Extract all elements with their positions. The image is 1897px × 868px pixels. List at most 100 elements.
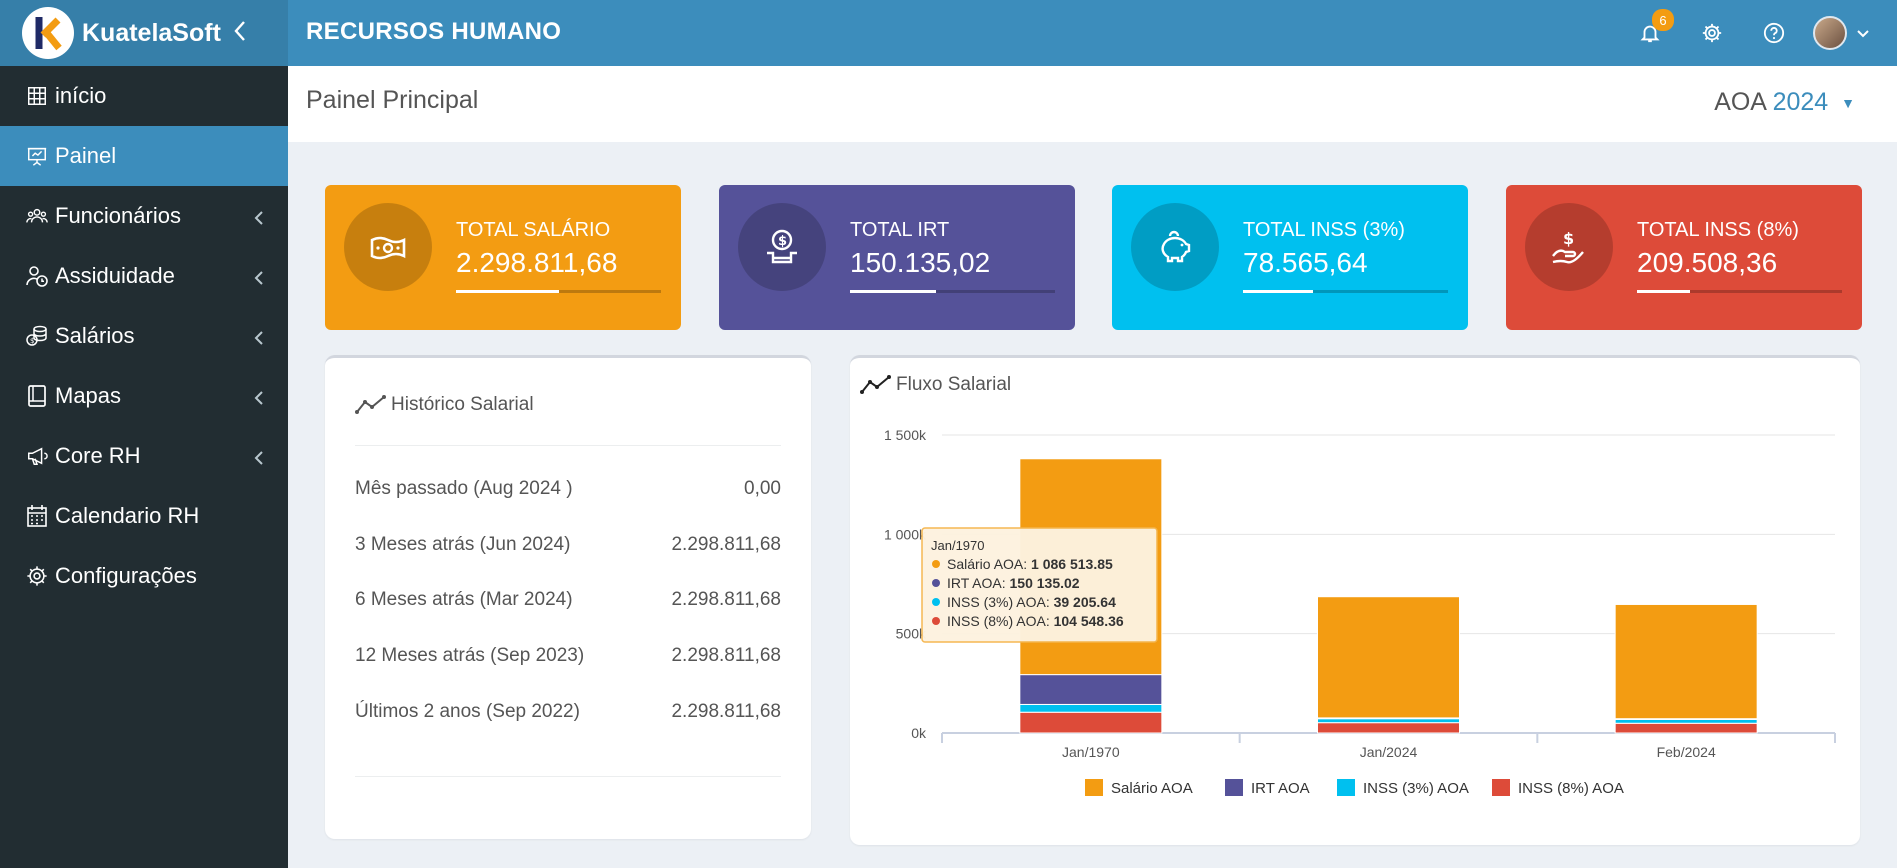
salary-flow-chart: 0k 500k 1 000k 1 500k Jan/1970 Jan/2024 Feb/20… bbox=[884, 427, 1836, 797]
sidebar-item-calendario-rh[interactable]: Calendario RH bbox=[0, 486, 288, 546]
year-value: 2024 bbox=[1772, 88, 1829, 116]
chevron-left-icon bbox=[254, 206, 264, 232]
stat-card-total-sal-rio: TOTAL SALÁRIO 2.298.811,68 bbox=[325, 185, 681, 330]
history-row-value: 0,00 bbox=[744, 478, 781, 499]
svg-text:$: $ bbox=[778, 234, 787, 249]
bar-irt-aoa-0 bbox=[1019, 674, 1163, 705]
bell-icon bbox=[1640, 25, 1660, 43]
brand[interactable]: KuatelaSoft bbox=[0, 0, 288, 66]
hand-coin-icon: $ bbox=[738, 203, 826, 291]
stat-label: TOTAL INSS (8%) bbox=[1637, 219, 1799, 241]
x-tick-label: Jan/1970 bbox=[1062, 744, 1120, 760]
history-title-text: Histórico Salarial bbox=[391, 394, 534, 415]
coins-icon: $ bbox=[24, 323, 50, 349]
svg-text:$: $ bbox=[1563, 229, 1574, 248]
history-row-value: 2.298.811,68 bbox=[671, 645, 781, 666]
navbar-right: 6 bbox=[1619, 0, 1869, 66]
bar-sal-rio-aoa-1 bbox=[1317, 596, 1460, 719]
piggy-bank-icon bbox=[1131, 203, 1219, 291]
sidebar-item-label: início bbox=[55, 83, 107, 108]
y-tick-label: 1 500k bbox=[884, 427, 927, 443]
content-header: Painel Principal AOA 2024 ▼ bbox=[288, 66, 1897, 142]
settings-button[interactable] bbox=[1681, 0, 1743, 66]
history-row: Mês passado (Aug 2024 ) 0,00 bbox=[355, 469, 781, 509]
grid-icon bbox=[24, 83, 50, 109]
avatar bbox=[1813, 16, 1847, 50]
sidebar-item-label: Painel bbox=[55, 143, 117, 168]
salary-flow-panel: Fluxo Salarial 0k 500k 1 000k 1 500k Jan/197… bbox=[850, 355, 1860, 845]
chevron-down-icon bbox=[1857, 26, 1869, 41]
legend-swatch bbox=[1337, 779, 1355, 796]
flow-title: Fluxo Salarial bbox=[860, 374, 1011, 396]
notifications-button[interactable]: 6 bbox=[1619, 0, 1681, 66]
history-row-label: Últimos 2 anos (Sep 2022) bbox=[355, 701, 580, 722]
stat-progress bbox=[456, 290, 661, 293]
y-tick-label: 0k bbox=[911, 725, 927, 741]
megaphone-icon bbox=[24, 443, 50, 469]
sidebar-item-funcion-rios[interactable]: Funcionários bbox=[0, 186, 288, 246]
stat-progress-fill bbox=[850, 290, 937, 293]
sidebar-item-label: Assiduidade bbox=[55, 263, 175, 288]
stat-value: 78.565,64 bbox=[1243, 247, 1368, 278]
stat-progress-fill bbox=[1243, 290, 1313, 293]
sidebar-item-label: Mapas bbox=[55, 383, 122, 408]
tooltip-series-name: INSS (8%) AOA bbox=[947, 613, 1046, 629]
book-icon bbox=[24, 383, 50, 409]
stat-card-total-irt: $ TOTAL IRT 150.135,02 bbox=[719, 185, 1075, 330]
sidebar-item-assiduidade[interactable]: Assiduidade bbox=[0, 246, 288, 306]
stat-progress bbox=[1637, 290, 1842, 293]
sidebar-item-core-rh[interactable]: Core RH bbox=[0, 426, 288, 486]
sidebar-item-label: Salários bbox=[55, 323, 135, 348]
brand-name: KuatelaSoft bbox=[82, 18, 221, 47]
chevron-left-icon bbox=[254, 326, 264, 352]
stat-card-total-inss-3: TOTAL INSS (3%) 78.565,64 bbox=[1112, 185, 1468, 330]
top-navbar: KuatelaSoft RECURSOS HUMANO 6 bbox=[0, 0, 1897, 66]
legend-swatch bbox=[1225, 779, 1243, 796]
user-clock-icon bbox=[24, 263, 50, 289]
stat-value: 150.135,02 bbox=[850, 247, 991, 278]
tooltip-row: INSS (3%) AOA: 39 205.64 bbox=[947, 594, 1116, 610]
tooltip-series-value: 150 135.02 bbox=[1010, 575, 1080, 591]
bar-sal-rio-aoa-2 bbox=[1614, 603, 1758, 720]
history-row-value: 2.298.811,68 bbox=[671, 701, 781, 722]
bar-inss-3-aoa-2 bbox=[1614, 718, 1758, 724]
tooltip-dot bbox=[932, 617, 940, 625]
y-tick-label: 1 000k bbox=[884, 526, 927, 542]
bar-inss-3-aoa-1 bbox=[1317, 718, 1460, 724]
sidebar-toggle-icon[interactable] bbox=[233, 18, 247, 49]
legend-label: IRT AOA bbox=[1251, 780, 1310, 797]
tooltip-dot bbox=[932, 598, 940, 606]
flow-title-text: Fluxo Salarial bbox=[896, 374, 1012, 395]
y-tick-label: 500k bbox=[896, 626, 927, 642]
user-menu[interactable] bbox=[1813, 16, 1869, 50]
tooltip-row: IRT AOA: 150 135.02 bbox=[947, 575, 1080, 591]
tooltip-series-name: INSS (3%) AOA bbox=[947, 594, 1046, 610]
help-button[interactable] bbox=[1743, 0, 1805, 66]
stat-value: 209.508,36 bbox=[1637, 247, 1778, 278]
history-row-value: 2.298.811,68 bbox=[671, 534, 781, 555]
bar-inss-8-aoa-2 bbox=[1614, 722, 1758, 734]
history-row: 6 Meses atrás (Mar 2024) 2.298.811,68 bbox=[355, 580, 781, 620]
history-row-label: 6 Meses atrás (Mar 2024) bbox=[355, 589, 573, 610]
gear-icon bbox=[24, 563, 50, 589]
chart-tooltip bbox=[921, 527, 1158, 643]
tooltip-row: INSS (8%) AOA: 104 548.36 bbox=[947, 613, 1124, 629]
sidebar-item-sal-rios[interactable]: $ Salários bbox=[0, 306, 288, 366]
sidebar-item-configura-es[interactable]: Configurações bbox=[0, 546, 288, 606]
legend-label: Salário AOA bbox=[1111, 780, 1193, 797]
sidebar-item-in-cio[interactable]: início bbox=[0, 66, 288, 126]
hand-dollar-icon: $ bbox=[1525, 203, 1613, 291]
bar-inss-8-aoa-0 bbox=[1019, 711, 1163, 734]
sidebar-item-mapas[interactable]: Mapas bbox=[0, 366, 288, 426]
stat-progress-fill bbox=[456, 290, 559, 293]
year-selector[interactable]: AOA 2024 ▼ bbox=[1714, 88, 1855, 117]
calendar-icon bbox=[24, 503, 50, 529]
sidebar-item-painel[interactable]: Painel bbox=[0, 126, 288, 186]
sidebar: início Painel Funcionários Assiduidade $ Salá… bbox=[0, 66, 288, 868]
salary-history-panel: Histórico Salarial Mês passado (Aug 2024… bbox=[325, 355, 811, 839]
history-row-label: 12 Meses atrás (Sep 2023) bbox=[355, 645, 585, 666]
stat-progress-fill bbox=[1637, 290, 1691, 293]
stat-card-total-inss-8: $ TOTAL INSS (8%) 209.508,36 bbox=[1506, 185, 1862, 330]
divider bbox=[355, 776, 781, 777]
history-row: 12 Meses atrás (Sep 2023) 2.298.811,68 bbox=[355, 636, 781, 676]
